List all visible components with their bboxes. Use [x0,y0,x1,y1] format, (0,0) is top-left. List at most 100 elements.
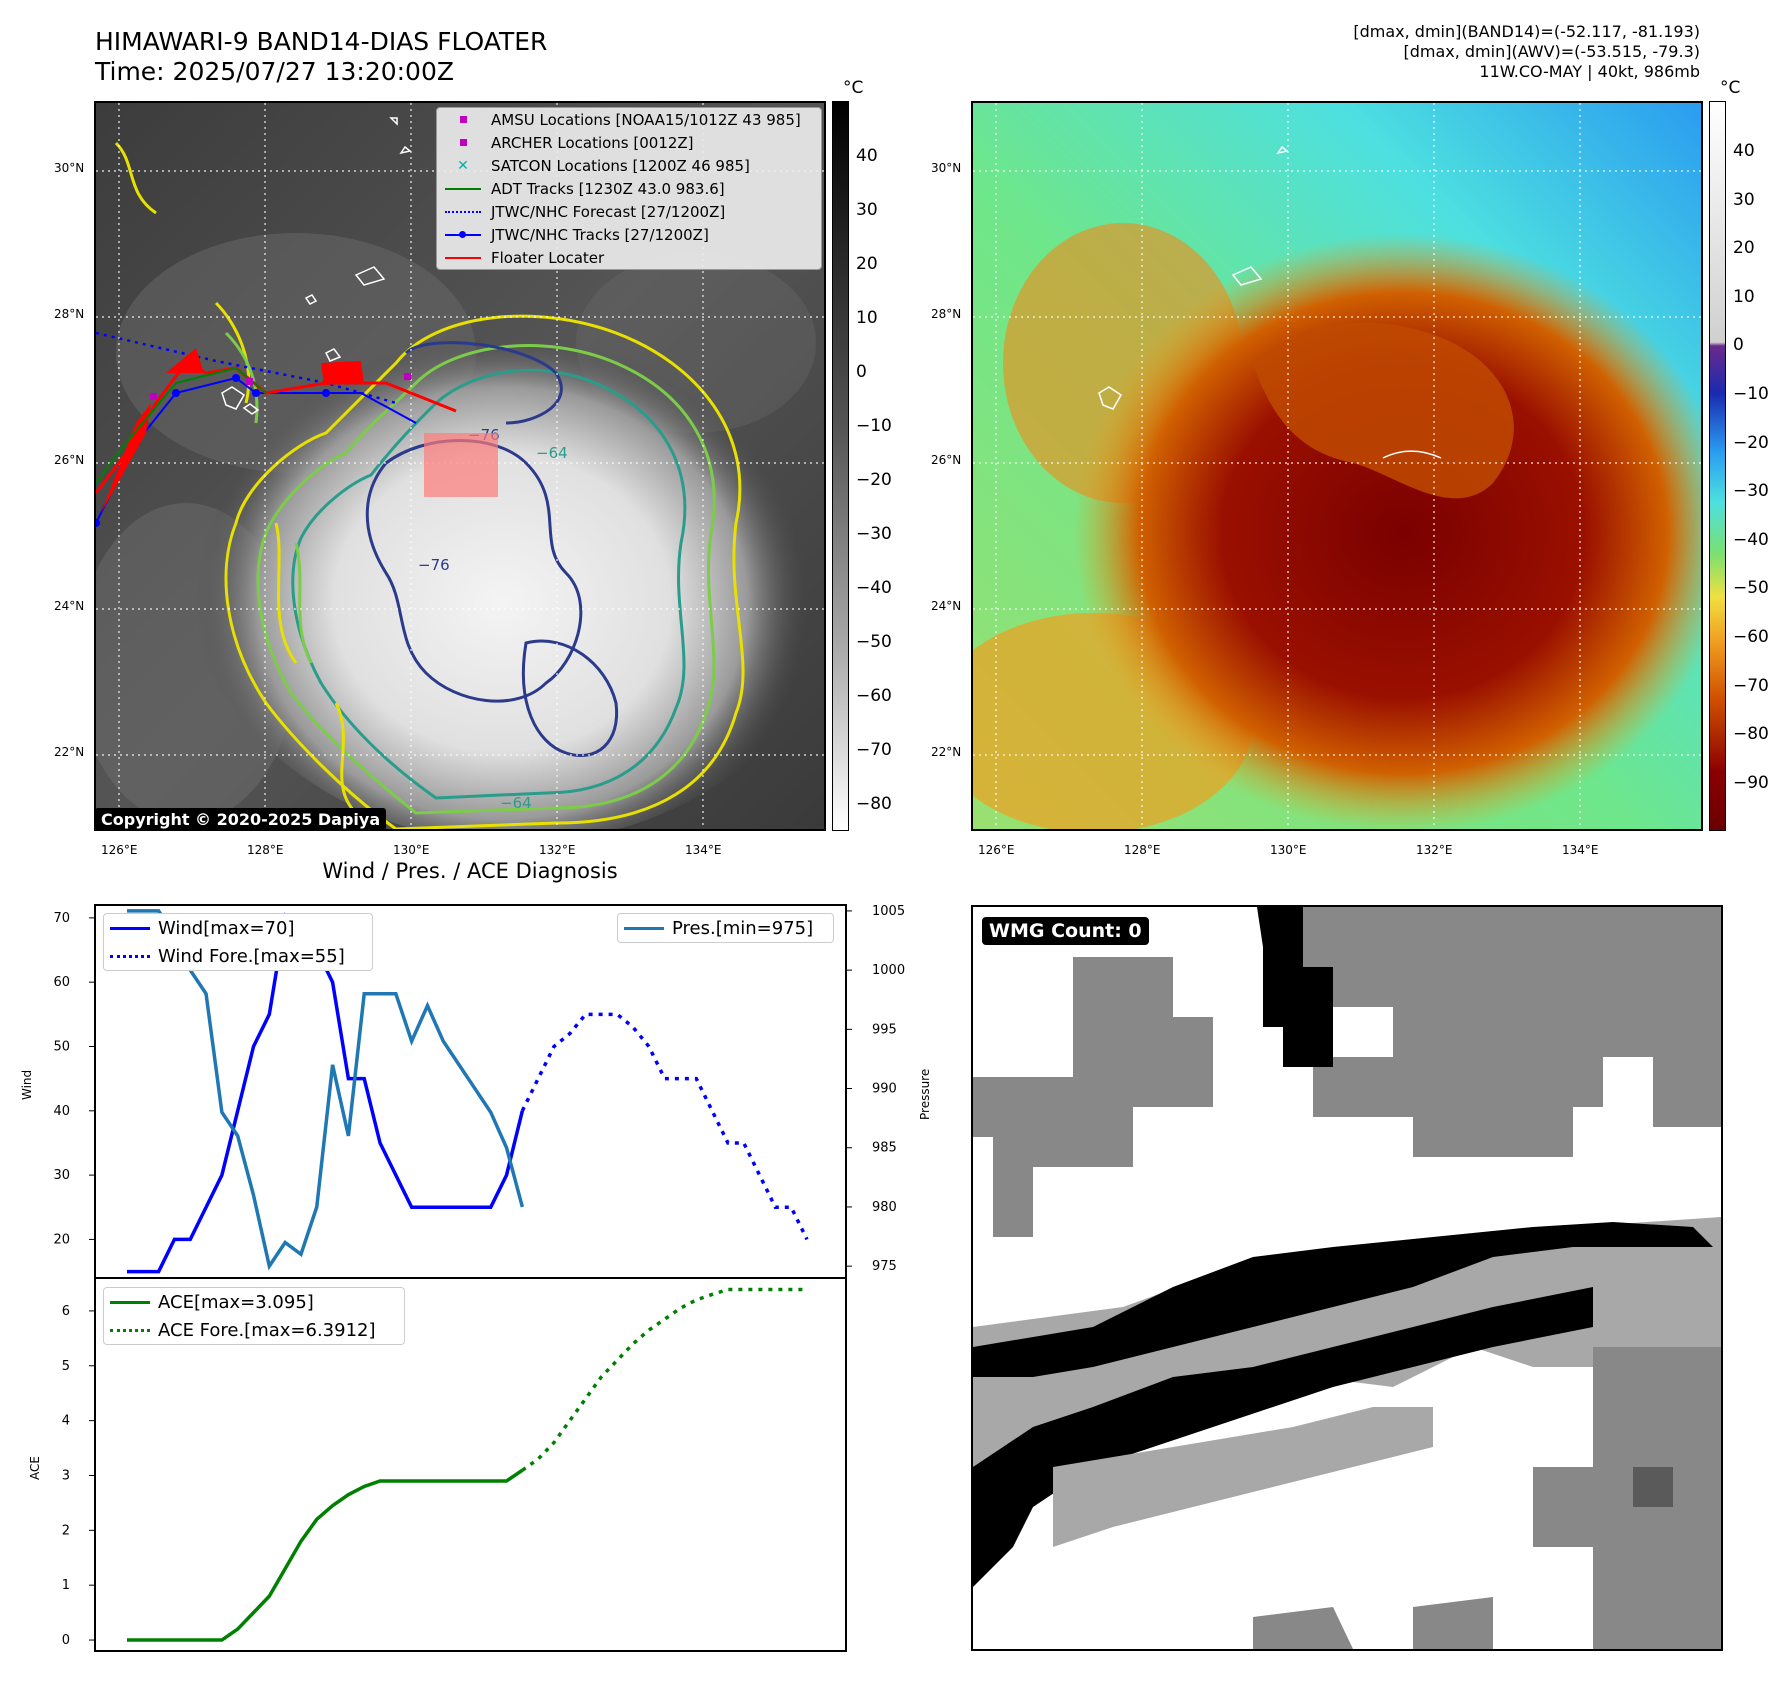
colorbar-tick: 0 [1733,335,1744,356]
wv-outflow-band [1253,322,1514,499]
wv-satellite-map [971,101,1703,831]
ir-legend: AMSU Locations [NOAA15/1012Z 43 985] ARC… [436,107,822,270]
coastline [1098,145,1289,410]
wmg-light-region [1053,1407,1433,1547]
legend-item-pressure: Pres.[min=975] [618,914,833,942]
lon-label: 126°E [101,843,138,857]
legend-item-wind: Wind[max=70] [104,914,372,942]
lon-label: 128°E [1124,843,1161,857]
amsu-location [404,373,411,380]
blue-dotted-line-icon [110,951,150,961]
legend-item-archer: ARCHER Locations [0012Z] [437,131,821,154]
colorbar-tick: 20 [1733,238,1755,259]
lon-label: 130°E [1270,843,1307,857]
lat-label: 26°N [54,453,85,467]
title-line-2: Time: 2025/07/27 13:20:00Z [95,57,454,86]
contour-yellow [224,314,745,829]
colorbar-tick: −40 [1733,529,1769,550]
wind-ytick-label: 30 [53,1168,70,1183]
colorbar-tick: 30 [856,200,878,220]
wmg-gray-region [1533,1347,1721,1649]
lat-label: 28°N [931,307,962,321]
colorbar-tick: −70 [1733,675,1769,696]
info-line-2: [dmax, dmin](AWV)=(-53.515, -79.3) [1403,42,1700,61]
map-gridlines [973,103,1701,829]
ace-ytick-label: 5 [62,1359,70,1374]
lon-label: 132°E [1416,843,1453,857]
archer-location [246,378,253,385]
info-line-3: 11W.CO-MAY | 40kt, 986mb [1479,62,1700,81]
wmg-white-region [1603,1057,1653,1127]
wind-ytick-label: 70 [53,911,70,926]
ace-legend: ACE[max=3.095] ACE Fore.[max=6.3912] [103,1287,405,1345]
wmg-svg [973,907,1721,1649]
lon-label: 134°E [1562,843,1599,857]
copyright-badge: Copyright © 2020-2025 Dapiya [95,808,387,831]
lat-label: 22°N [931,745,962,759]
lat-label: 30°N [54,161,85,175]
colorbar-tick: 0 [856,362,867,382]
magenta-square-icon [443,115,483,125]
lat-label: 24°N [54,599,85,613]
contour-yellow-fragment [114,141,358,815]
wind-legend: Wind[max=70] Wind Fore.[max=55] [103,913,373,971]
colorbar-tick: −10 [856,416,892,436]
colorbar-tick: −80 [1733,724,1769,745]
colorbar-tick: −30 [1733,481,1769,502]
lon-label: 130°E [393,843,430,857]
wind-ytick-label: 20 [53,1232,70,1247]
colorbar-tick: −20 [856,470,892,490]
green-line-icon [443,184,483,194]
green-dotted-line-icon [110,1325,150,1335]
wv-colorbar [1709,101,1726,831]
pressure-ytick-label: 1000 [872,963,905,978]
series-line [127,909,525,1271]
wind-ytick-label: 60 [53,975,70,990]
legend-item-wind-forecast: Wind Fore.[max=55] [104,942,372,970]
colorbar-tick: −70 [856,740,892,760]
colorbar-tick: −50 [1733,578,1769,599]
adt-track [96,366,267,484]
steelblue-line-icon [624,923,664,933]
lon-label: 128°E [247,843,284,857]
blue-dotted-line-icon [443,207,483,217]
lat-label: 28°N [54,307,85,321]
wmg-black-region [1257,907,1333,1067]
colorbar-tick: −10 [1733,384,1769,404]
series-line [127,1468,524,1642]
green-line-icon [110,1297,150,1307]
colorbar-tick: −60 [1733,627,1769,647]
ir-colorbar-unit: °C [843,78,864,98]
colorbar-tick: 10 [856,308,878,328]
coastline [1382,450,1442,459]
legend-item-forecast: JTWC/NHC Forecast [27/1200Z] [437,200,821,223]
diagnosis-title: Wind / Pres. / ACE Diagnosis [322,859,618,883]
contour-label: −76 [418,556,450,574]
wv-map-svg [973,103,1701,829]
pressure-ytick-label: 985 [872,1141,897,1156]
colorbar-tick: −60 [856,686,892,706]
colorbar-tick: 20 [856,254,878,274]
pressure-ytick-label: 980 [872,1200,897,1215]
pressure-ytick-label: 990 [872,1082,897,1097]
lon-label: 134°E [685,843,722,857]
colorbar-tick: 40 [1733,141,1755,161]
ace-ytick-label: 2 [62,1523,70,1538]
series-line [520,1012,809,1241]
legend-item-adt: ADT Tracks [1230Z 43.0 983.6] [437,177,821,200]
wind-ytick-label: 40 [53,1104,70,1119]
colorbar-tick: −20 [1733,432,1769,453]
pressure-legend: Pres.[min=975] [617,913,834,943]
coastline [354,266,386,286]
colorbar-tick: −50 [856,632,892,652]
ace-ytick-label: 4 [62,1414,70,1429]
contour-navy [404,341,563,425]
archer-location [150,393,157,400]
legend-item-floater: Floater Locater [437,246,821,269]
legend-item-amsu: AMSU Locations [NOAA15/1012Z 43 985] [437,108,821,131]
legend-item-ace: ACE[max=3.095] [104,1288,404,1316]
series-line [521,1287,807,1472]
floater-locater-blob [101,348,364,513]
blue-line-icon [110,923,150,933]
wv-colorbar-unit: °C [1720,78,1741,98]
